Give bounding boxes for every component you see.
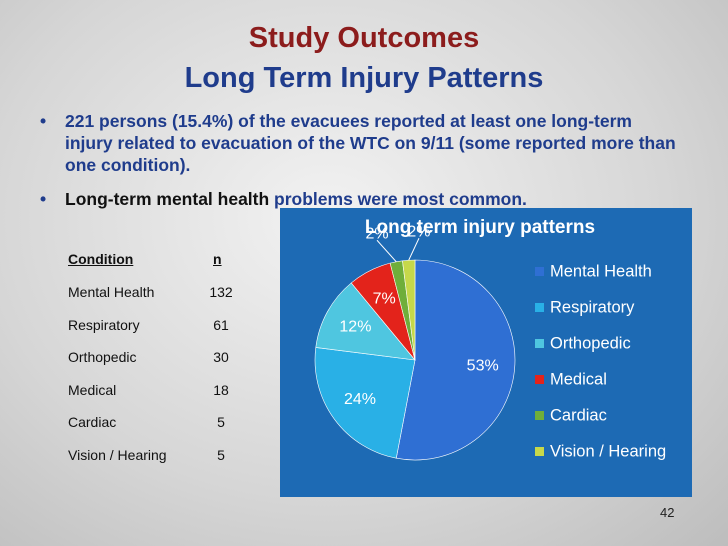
- table-cell: Cardiac: [68, 414, 117, 430]
- data-label: 7%: [373, 291, 396, 308]
- legend-label: Respiratory: [550, 298, 635, 316]
- bullet-text: problems were most common.: [269, 189, 527, 209]
- data-label: 24%: [344, 391, 376, 408]
- legend-swatch: [535, 411, 544, 420]
- pie-slice: [395, 259, 516, 461]
- data-label: 2%: [407, 223, 430, 240]
- legend-swatch: [535, 303, 544, 312]
- table-cell: 18: [213, 381, 229, 398]
- table-cell: Medical: [68, 381, 117, 398]
- legend-swatch: [535, 339, 544, 348]
- bullet-text: Long-term mental health: [65, 189, 270, 209]
- page-number: 42: [660, 505, 675, 520]
- data-label: 12%: [339, 318, 371, 335]
- data-label: 53%: [467, 358, 499, 375]
- table-cell: 5: [217, 414, 225, 430]
- table-cell: Orthopedic: [68, 349, 137, 365]
- pie-slice: [315, 282, 416, 361]
- legend-label: Vision / Hearing: [550, 442, 666, 460]
- legend-label: Mental Health: [550, 262, 652, 280]
- legend-swatch: [535, 267, 544, 276]
- table-cell: n: [213, 251, 222, 267]
- bullet: 221 persons (15.4%) of the evacuees repo…: [40, 110, 680, 176]
- table-cell: Condition: [68, 251, 134, 267]
- legend-label: Orthopedic: [550, 334, 631, 352]
- table-cell: Mental Health: [68, 284, 155, 300]
- subtitle: Long Term Injury Patterns: [184, 62, 544, 94]
- legend-swatch: [535, 447, 544, 456]
- pie-slice: [402, 259, 416, 361]
- table-cell: Vision / Hearing: [68, 446, 167, 463]
- legend-label: Cardiac: [550, 406, 607, 424]
- data-label: 2%: [365, 225, 388, 242]
- table-cell: 61: [213, 316, 229, 333]
- title: Study Outcomes: [248, 22, 480, 54]
- legend-label: Medical: [550, 370, 607, 388]
- leader-line: [408, 238, 420, 261]
- pie-slice: [314, 347, 416, 459]
- leader-line: [376, 239, 397, 263]
- legend-swatch: [535, 375, 544, 384]
- table-cell: Respiratory: [68, 316, 140, 333]
- chart-title: Long term injury patterns: [365, 217, 595, 238]
- table-cell: 30: [213, 349, 229, 365]
- bullet: Long-term mental health problems were mo…: [40, 188, 680, 210]
- table-cell: 5: [217, 446, 225, 463]
- table-cell: 132: [209, 284, 233, 300]
